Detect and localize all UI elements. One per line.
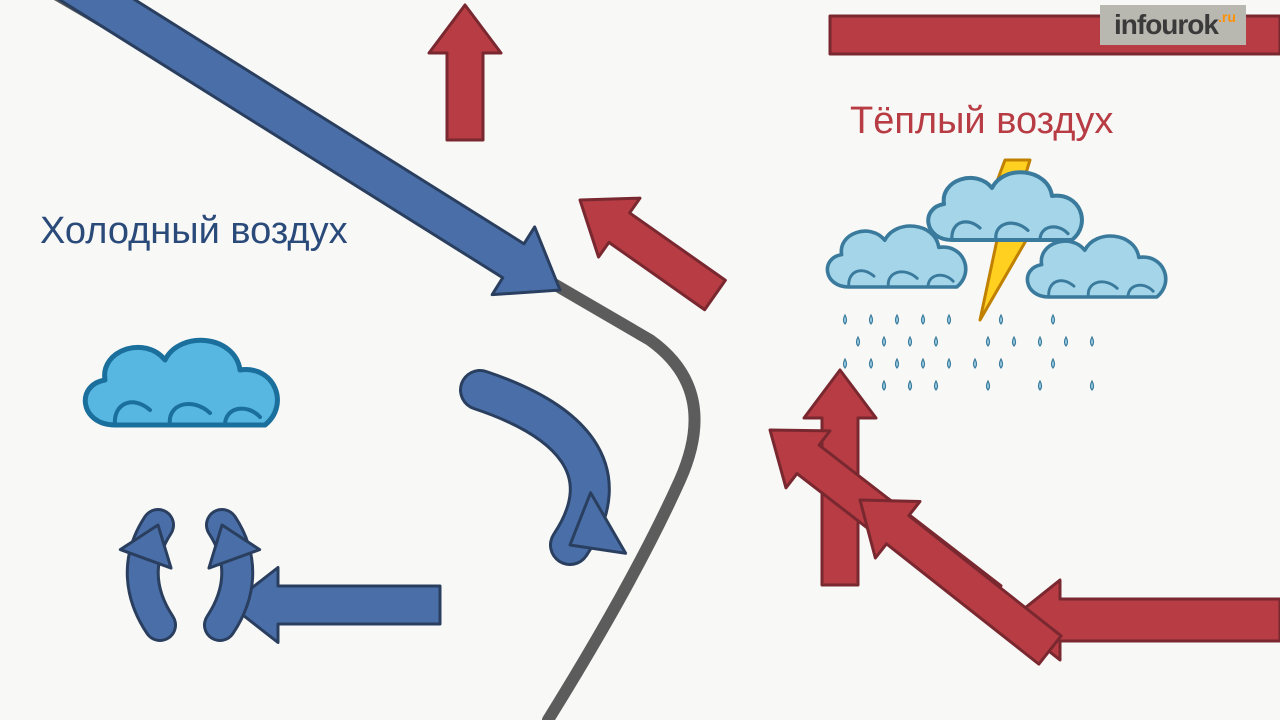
warm-diag-3 [838, 472, 1073, 679]
logo-suffix: .ru [1218, 9, 1236, 25]
rain-icon [844, 315, 1094, 390]
warm-air-label: Тёплый воздух [850, 100, 1113, 143]
cold-hook-center [480, 390, 626, 575]
air-front-diagram: Холодный воздух Тёплый воздух infourok.r… [0, 0, 1280, 720]
infourok-logo: infourok.ru [1100, 5, 1246, 45]
logo-main: infourok [1114, 9, 1218, 40]
storm-cloud-c [928, 172, 1082, 240]
cold-left-h [230, 568, 440, 643]
storm-cloud-b [1027, 236, 1165, 297]
warm-up-1 [429, 5, 501, 140]
cold-hook-left-a [120, 516, 183, 625]
cold-cloud [85, 340, 277, 425]
cold-air-label: Холодный воздух [40, 210, 348, 253]
